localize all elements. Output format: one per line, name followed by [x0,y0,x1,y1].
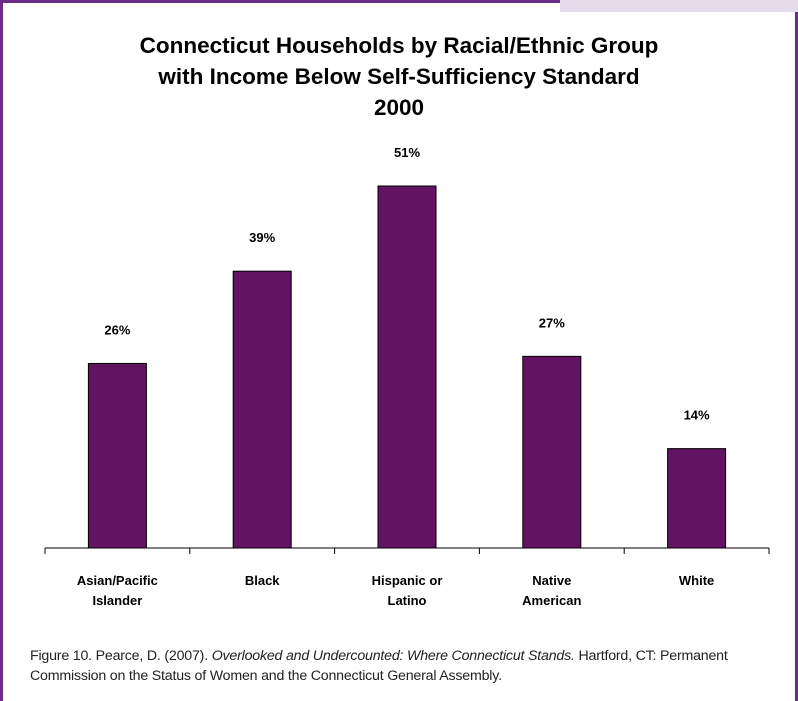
data-label-3: 27% [539,315,565,330]
data-label-4: 14% [684,408,710,423]
category-label-2-1: Latino [388,593,427,608]
data-label-2: 51% [394,145,420,160]
data-label-1: 39% [249,230,275,245]
category-label-0-1: Islander [92,593,142,608]
bar-4 [667,448,727,549]
chart-title: Connecticut Households by Racial/Ethnic … [0,30,798,123]
bar-chart: 26% Asian/Pacific Islander 39% Black 51% Hispa… [44,145,770,608]
category-label-4-0: White [679,573,714,588]
caption-prefix: Figure 10. Pearce, D. (2007). [30,648,212,664]
bar-1 [232,270,292,549]
caption-suffix: Hartford, CT: Permanent Commission on th… [30,648,728,684]
category-label-0-0: Asian/Pacific [77,573,158,588]
chart-title-line-1: Connecticut Households by Racial/Ethnic … [139,33,659,58]
data-label-0: 26% [104,322,130,337]
category-label-1-0: Black [245,573,280,588]
bar-0 [87,362,147,549]
chart-title-line-2: with Income Below Self-Sufficiency Stand… [158,64,640,89]
figure-caption: Figure 10. Pearce, D. (2007). Overlooked… [30,646,790,686]
category-label-3-1: American [522,593,581,608]
category-label-2-0: Hispanic or [372,573,443,588]
bar-2 [377,185,437,549]
bar-3 [522,355,582,549]
category-label-3-0: Native [532,573,571,588]
caption-title: Overlooked and Undercounted: Where Conne… [211,648,575,664]
chart-title-line-3: 2000 [373,95,425,120]
header-shade [560,0,798,12]
